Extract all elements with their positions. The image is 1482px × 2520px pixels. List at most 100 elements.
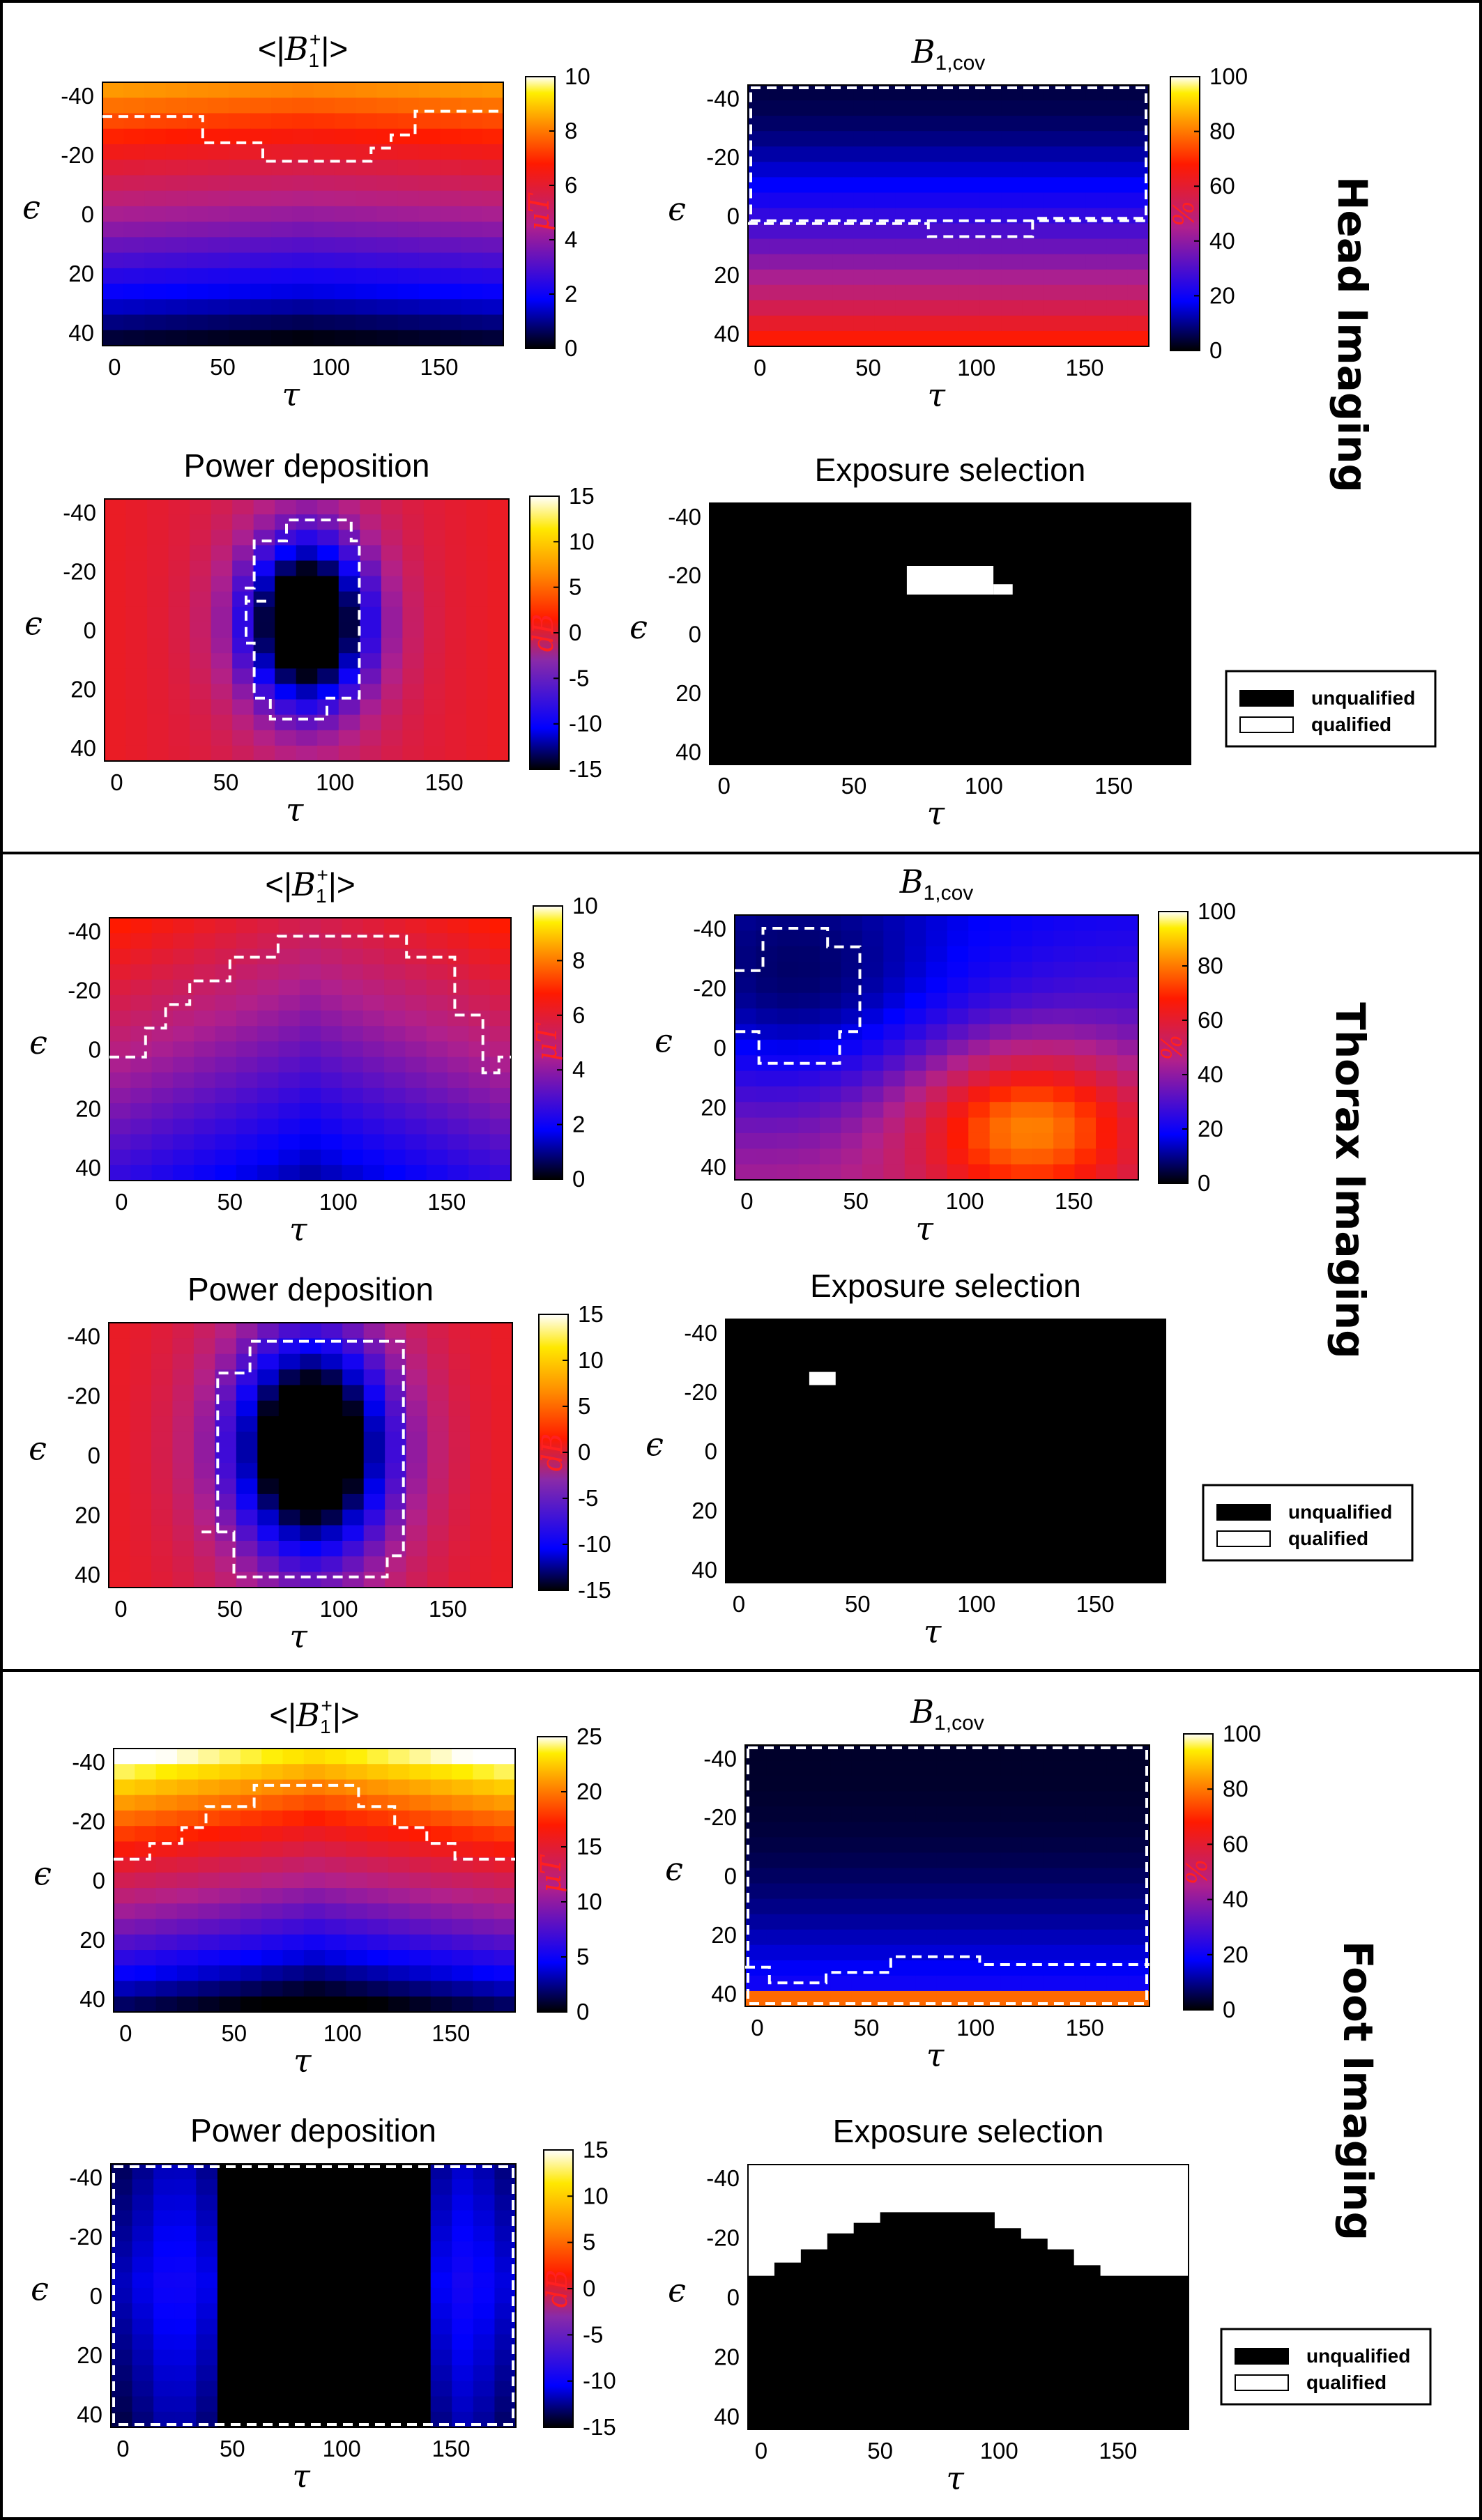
heatmap-cell <box>194 918 216 934</box>
heatmap-cell <box>363 1493 385 1511</box>
heatmap-cell <box>325 1996 347 2013</box>
heatmap-cell <box>958 1914 980 1930</box>
heatmap-cell <box>125 591 148 608</box>
heatmap-cell <box>125 730 148 746</box>
heatmap-cell <box>440 144 462 160</box>
heatmap-cell <box>356 128 378 145</box>
heatmap-cell <box>1064 162 1087 178</box>
heatmap-cell <box>362 918 385 934</box>
heatmap-cell <box>165 206 188 222</box>
heatmap-cell <box>904 1164 927 1181</box>
heatmap-cell <box>114 1779 136 1796</box>
heatmap-cell <box>250 190 272 207</box>
heatmap-cell <box>769 284 791 301</box>
heatmap-cell <box>452 2334 474 2351</box>
x-tick-label: 0 <box>740 1188 753 1214</box>
colorbar-tick-label: 10 <box>572 893 598 919</box>
heatmap-cell <box>240 1779 263 1796</box>
heatmap-cell <box>144 160 167 176</box>
heatmap-cell <box>405 994 427 1011</box>
heatmap-cell <box>487 745 510 762</box>
heatmap-cell <box>388 1872 411 1889</box>
heatmap-cell <box>936 1776 959 1792</box>
heatmap-cell <box>105 684 127 700</box>
heatmap-cell <box>904 1132 927 1150</box>
heatmap-cell <box>1022 131 1044 148</box>
heatmap-cell <box>296 714 319 731</box>
heatmap-cell <box>325 1981 347 1997</box>
heatmap-cell <box>445 622 467 638</box>
heatmap-cell <box>748 116 770 132</box>
heatmap-cell <box>1106 1806 1129 1823</box>
heatmap-cell <box>292 330 314 346</box>
heatmap-cell <box>325 1795 347 1811</box>
heatmap-cell <box>367 1841 389 1858</box>
colorbar-tick-label: 40 <box>1209 228 1235 254</box>
heatmap-cell <box>187 268 209 284</box>
x-axis-label: τ <box>282 376 301 413</box>
heatmap-cell <box>769 315 791 332</box>
heatmap-cell <box>376 314 399 331</box>
x-tick-label: 100 <box>945 1188 984 1214</box>
heatmap-cell <box>217 2396 240 2413</box>
heatmap-cell <box>147 560 169 577</box>
heatmap-cell <box>253 653 276 670</box>
heatmap-cell <box>461 237 483 254</box>
heatmap-cell <box>819 992 842 1009</box>
y-tick-label: 0 <box>724 1864 737 1889</box>
heatmap-cell <box>798 915 820 932</box>
heatmap-cell <box>873 1975 895 1992</box>
heatmap-cell <box>1021 1776 1044 1792</box>
heatmap-cell <box>381 714 404 731</box>
heatmap-cell <box>915 1776 938 1792</box>
heatmap-cell <box>1053 1070 1076 1087</box>
heatmap-cell <box>756 1086 778 1103</box>
colorbar-tick-label: 20 <box>576 1778 602 1804</box>
heatmap-cell <box>385 1478 407 1495</box>
heatmap-cell <box>397 299 420 316</box>
heatmap-cell <box>208 82 230 99</box>
heatmap-cell <box>1043 1975 1065 1992</box>
y-axis-label: ϵ <box>22 188 40 226</box>
qualified-boundary <box>745 1955 1149 1985</box>
heatmap-cell <box>466 668 489 685</box>
heatmap-cell <box>240 1965 263 1982</box>
heatmap-cell <box>979 1822 1002 1838</box>
heatmap-cell <box>130 1072 153 1089</box>
heatmap-cell <box>111 2396 133 2413</box>
y-axis-label: ϵ <box>655 1022 673 1059</box>
heatmap-cell <box>405 1026 427 1043</box>
heatmap-cell <box>342 1385 365 1401</box>
heatmap-cell <box>979 1791 1002 1808</box>
heatmap-cell <box>366 2195 389 2211</box>
heatmap-cell <box>385 1416 407 1433</box>
heatmap-cell <box>745 1776 767 1792</box>
heatmap-cell <box>366 2349 389 2366</box>
legend-label-unqualified: unqualified <box>1306 2345 1410 2367</box>
heatmap-cell <box>356 113 378 130</box>
heatmap-cell <box>448 1323 471 1339</box>
heatmap-cell <box>1106 1883 1129 1900</box>
heatmap-cell <box>215 1026 237 1043</box>
x-tick-label: 150 <box>427 1189 466 1215</box>
heatmap-cell <box>430 2225 453 2242</box>
heatmap-cell <box>198 1779 220 1796</box>
heatmap-cell <box>851 1806 873 1823</box>
heatmap-cell <box>402 684 425 700</box>
heatmap-cell <box>321 979 343 996</box>
heatmap-cell <box>219 1749 241 1765</box>
heatmap-cell <box>346 1950 368 1967</box>
heatmap-cell <box>819 1039 842 1056</box>
heatmap-cell <box>363 1400 385 1417</box>
heatmap-cell <box>303 1841 326 1858</box>
heatmap-cell <box>853 315 876 332</box>
heatmap-cell <box>334 160 356 176</box>
heatmap-cell <box>461 82 483 99</box>
colorbar-tick-label: 10 <box>565 63 590 89</box>
y-tick-label: -40 <box>69 2165 102 2190</box>
heatmap-cell <box>406 1447 428 1463</box>
heatmap-cell <box>381 668 404 685</box>
heatmap-cell <box>321 1149 343 1166</box>
